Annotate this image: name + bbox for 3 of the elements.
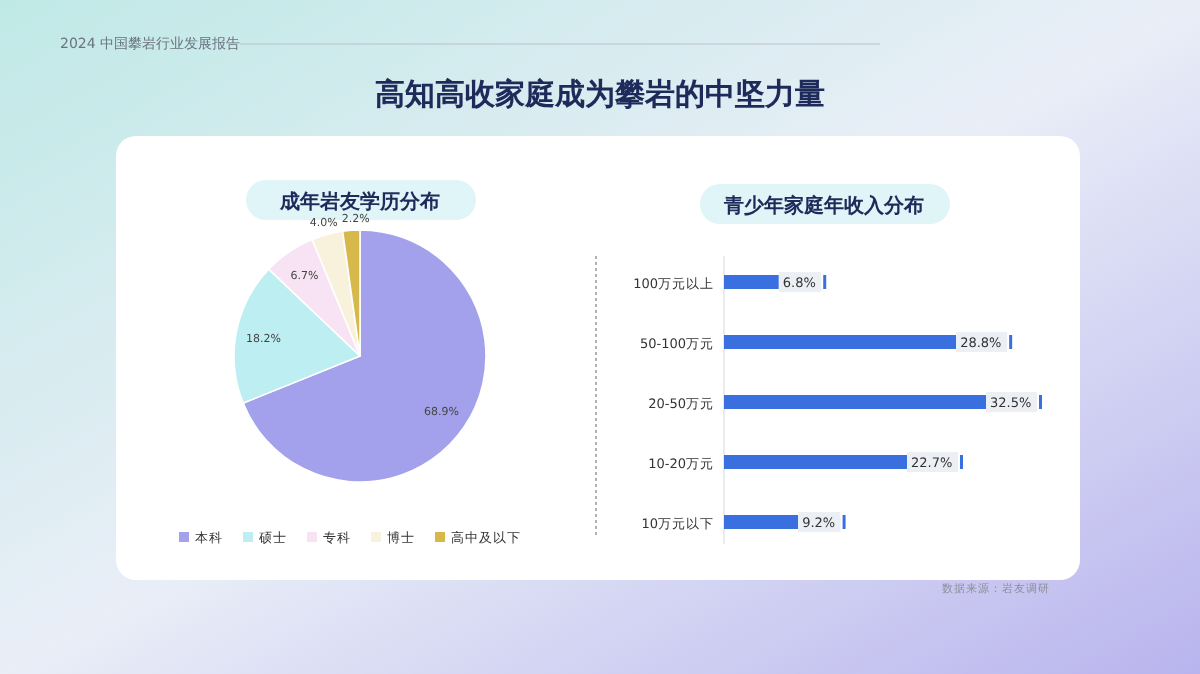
text: 高知高收家庭成为攀岩的中坚力量 <box>375 76 825 112</box>
chart-title: 青少年家庭年收入分布 <box>722 194 924 218</box>
chart-title: 成年岩友学历分布 <box>278 190 440 214</box>
